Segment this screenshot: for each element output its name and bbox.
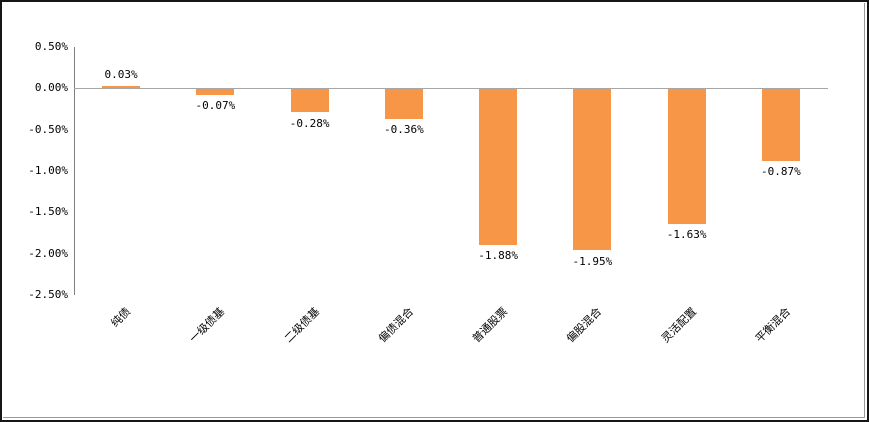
bar-一级债基: [196, 89, 235, 96]
y-axis-tick-label: -1.50%: [28, 205, 68, 219]
bar-value-label: -1.88%: [478, 248, 518, 262]
bar-value-label: -0.36%: [384, 123, 424, 137]
x-axis-category-label: 偏债混合: [375, 305, 417, 346]
bar-平衡混合: [761, 89, 800, 162]
bar-灵活配置: [667, 89, 706, 224]
bar-value-label: -0.07%: [195, 99, 236, 113]
x-axis-category-label: 纯债: [108, 305, 134, 330]
x-axis-category-label: 平衡混合: [752, 305, 794, 346]
y-axis-tick-label: 0.50%: [34, 40, 68, 53]
bar-value-label: -1.95%: [572, 254, 613, 268]
bar-纯债: [102, 85, 141, 89]
bar-普通股票: [479, 89, 518, 245]
bar-value-label: -0.87%: [761, 165, 801, 179]
y-axis-tick-label: -1.00%: [28, 164, 68, 177]
x-axis-category-label: 普通股票: [469, 305, 511, 346]
x-axis-category-label: 偏股混合: [564, 305, 605, 346]
x-axis-category-label: 灵活配置: [658, 305, 699, 346]
bar-value-label: -1.63%: [666, 228, 707, 242]
zero-axis-line: [74, 88, 828, 90]
y-axis-tick-label: -2.00%: [28, 246, 68, 260]
y-axis-tick-label: 0.00%: [34, 81, 68, 95]
bar-偏债混合: [384, 89, 423, 120]
x-axis-category-label: 一级债基: [187, 305, 228, 346]
y-axis-tick-label: -2.50%: [28, 288, 68, 301]
bar-偏股混合: [573, 89, 612, 251]
y-axis-tick-label: -0.50%: [28, 122, 68, 136]
bar-value-label: -0.28%: [289, 116, 330, 130]
y-axis-line: [74, 47, 75, 295]
x-axis-category-label: 二级债基: [281, 305, 322, 346]
bar-二级债基: [290, 89, 329, 113]
bar-value-label: 0.03%: [104, 67, 138, 81]
